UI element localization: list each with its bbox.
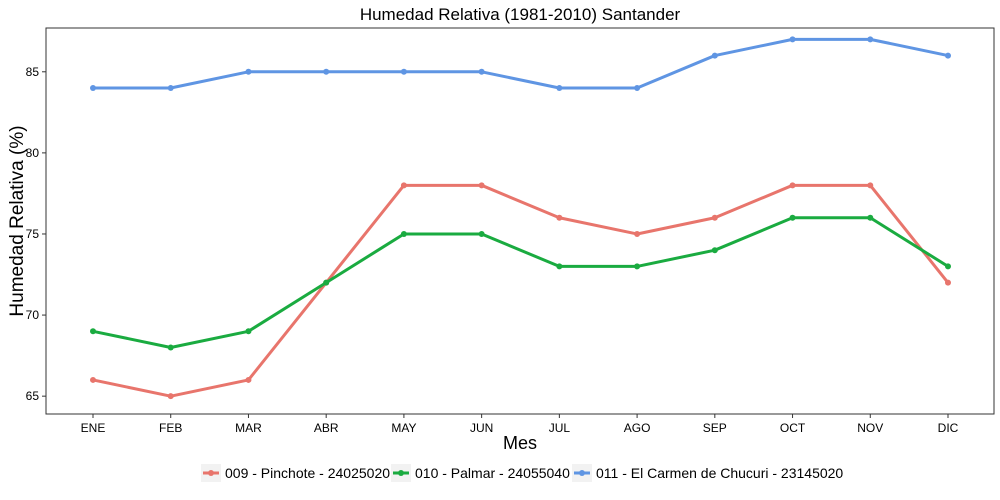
series-1-point (90, 376, 96, 383)
series-2-point (245, 328, 252, 335)
legend-label-3: 011 - El Carmen de Chucuri - 23145020 (596, 465, 843, 481)
series-2-point (634, 263, 641, 270)
series-2-point (867, 214, 874, 221)
x-tick-label-ago: AGO (624, 421, 651, 435)
series-3-point (867, 36, 874, 43)
x-axis-title: Mes (503, 433, 537, 453)
y-tick-label: 80 (26, 146, 40, 160)
series-3-point (478, 68, 485, 75)
x-tick-label-dic: DIC (938, 421, 959, 435)
series-2-point (945, 263, 951, 270)
series-1-point (245, 376, 252, 383)
series-2-point (90, 328, 96, 335)
series-3-point (245, 68, 252, 75)
series-1-point (711, 214, 718, 221)
x-tick-label-sep: SEP (703, 421, 727, 435)
chart-title: Humedad Relativa (1981-2010) Santander (360, 5, 681, 24)
y-axis: 65 70 75 80 85 (26, 65, 46, 403)
series-3-point (945, 52, 951, 59)
legend: 009 - Pinchote - 24025020 010 - Palmar - … (201, 464, 843, 482)
series-layer (90, 36, 951, 400)
series-2-point (323, 279, 330, 286)
x-tick-label-feb: FEB (159, 421, 182, 435)
legend-key-point (398, 470, 404, 476)
series-1-point (167, 393, 174, 400)
x-tick-label-oct: OCT (780, 421, 806, 435)
series-3-point (400, 68, 407, 75)
x-tick-label-nov: NOV (857, 421, 883, 435)
y-axis-title: Humedad Relativa (%) (7, 125, 28, 316)
series-3-point (789, 36, 796, 43)
series-3-point (711, 52, 718, 59)
y-tick-label: 85 (26, 65, 40, 79)
series-1-point (634, 230, 641, 237)
series-1-point (945, 279, 951, 286)
x-tick-label-may: MAY (391, 421, 416, 435)
series-3-point (167, 85, 174, 92)
series-2-point (789, 214, 796, 221)
series-1-point (400, 182, 407, 189)
series-line-1 (92, 183, 950, 398)
series-1-point (867, 182, 874, 189)
series-2-point (400, 230, 407, 237)
x-tick-label-jul: JUL (549, 421, 571, 435)
x-tick-label-jun: JUN (470, 421, 493, 435)
series-line-2 (92, 216, 949, 350)
series-3-point (634, 85, 641, 92)
series-3-point (556, 85, 563, 92)
legend-label-2: 010 - Palmar - 24055040 (415, 465, 570, 481)
series-3-point (323, 68, 330, 75)
y-tick-label: 70 (26, 308, 40, 322)
series-1-point (789, 182, 796, 189)
series-2-point (556, 263, 563, 270)
x-tick-label-abr: ABR (314, 421, 339, 435)
legend-key-point (579, 470, 585, 476)
y-tick-label: 65 (26, 389, 40, 403)
x-tick-label-mar: MAR (235, 421, 262, 435)
series-3-point (90, 85, 96, 92)
y-tick-label: 75 (26, 227, 40, 241)
series-2-point (167, 344, 174, 351)
legend-key-point (208, 470, 214, 476)
x-axis: ENE FEB MAR ABR MAY JUN JUL AGO SEP OCT NOV DIC (81, 414, 959, 435)
series-2-point (478, 230, 485, 237)
series-1-point (556, 214, 563, 221)
series-1-point (478, 182, 485, 189)
series-line-3 (93, 37, 949, 90)
plot-panel (45, 27, 995, 415)
series-2-point (711, 247, 718, 254)
legend-label-1: 009 - Pinchote - 24025020 (225, 465, 390, 481)
x-tick-label-ene: ENE (81, 421, 106, 435)
